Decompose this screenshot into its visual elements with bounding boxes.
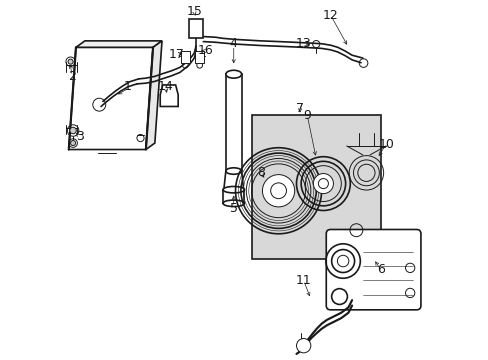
- Circle shape: [262, 175, 294, 207]
- Text: 10: 10: [377, 138, 393, 150]
- Polygon shape: [69, 47, 153, 149]
- Text: 11: 11: [295, 274, 311, 287]
- Bar: [188, 19, 203, 39]
- Text: 13: 13: [295, 37, 311, 50]
- Circle shape: [313, 174, 333, 194]
- Ellipse shape: [225, 70, 241, 78]
- Circle shape: [331, 289, 346, 305]
- Ellipse shape: [223, 200, 244, 207]
- Text: 15: 15: [186, 5, 202, 18]
- Circle shape: [70, 127, 76, 134]
- Circle shape: [296, 338, 310, 353]
- Circle shape: [68, 59, 73, 64]
- Text: 1: 1: [124, 80, 132, 93]
- Bar: [225, 74, 241, 171]
- Ellipse shape: [225, 168, 241, 174]
- Text: 3: 3: [76, 130, 83, 144]
- Text: 17: 17: [168, 48, 184, 61]
- Polygon shape: [76, 41, 162, 47]
- Ellipse shape: [223, 186, 244, 193]
- Polygon shape: [223, 171, 244, 191]
- Circle shape: [331, 249, 354, 273]
- Text: 2: 2: [68, 69, 76, 82]
- FancyBboxPatch shape: [325, 229, 420, 310]
- Text: 8: 8: [256, 166, 264, 179]
- Text: 12: 12: [322, 9, 338, 22]
- Text: 14: 14: [158, 80, 173, 93]
- Text: 4: 4: [229, 37, 237, 50]
- Bar: [223, 190, 244, 203]
- Circle shape: [70, 140, 76, 145]
- Text: 5: 5: [229, 202, 237, 215]
- Bar: [181, 51, 189, 63]
- Bar: [195, 51, 203, 63]
- Circle shape: [318, 179, 328, 189]
- Text: 6: 6: [376, 263, 384, 276]
- Text: 7: 7: [295, 102, 304, 115]
- Text: 9: 9: [303, 109, 310, 122]
- Polygon shape: [160, 85, 178, 107]
- Bar: [251, 116, 380, 259]
- Polygon shape: [145, 41, 162, 149]
- Circle shape: [270, 183, 286, 199]
- Text: 16: 16: [197, 44, 212, 57]
